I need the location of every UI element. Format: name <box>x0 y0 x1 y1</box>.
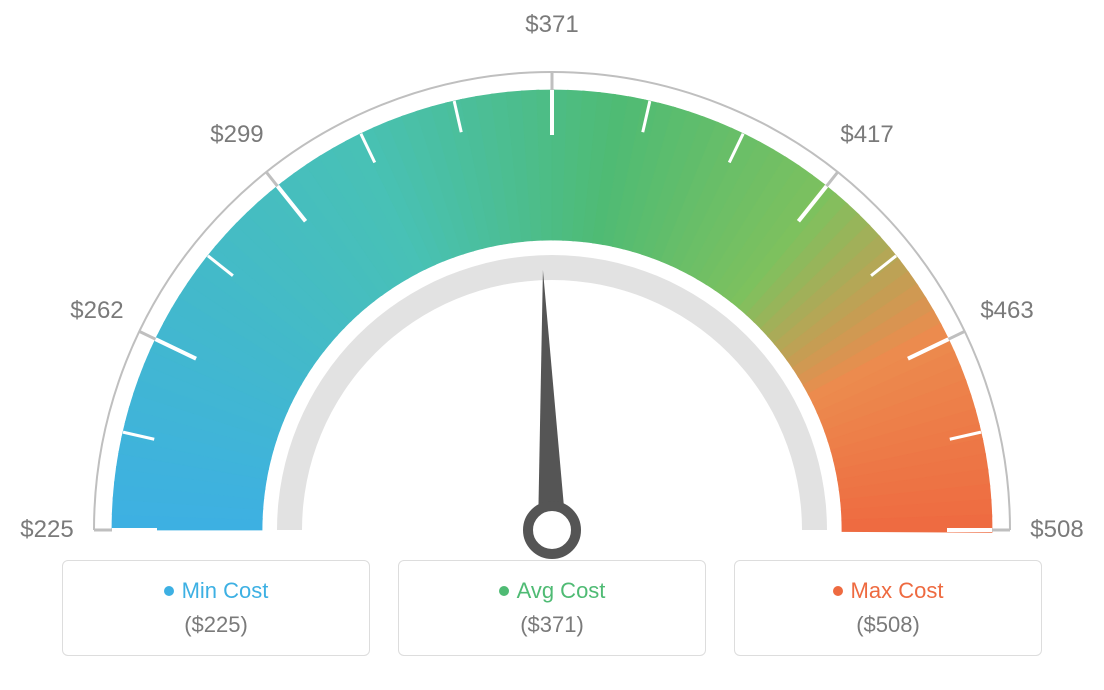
major-tick-out <box>827 172 838 186</box>
gauge-svg <box>0 0 1104 560</box>
legend-value-min: ($225) <box>184 612 248 638</box>
legend-card-min: Min Cost ($225) <box>62 560 370 656</box>
legend-row: Min Cost ($225) Avg Cost ($371) Max Cost… <box>0 560 1104 656</box>
tick-label: $371 <box>525 11 578 39</box>
major-tick-out <box>266 172 277 186</box>
legend-title-min: Min Cost <box>164 578 269 604</box>
legend-dot-max <box>833 586 843 596</box>
legend-card-avg: Avg Cost ($371) <box>398 560 706 656</box>
legend-value-avg: ($371) <box>520 612 584 638</box>
needle <box>538 270 566 530</box>
tick-label: $225 <box>20 516 73 544</box>
tick-label: $508 <box>1030 516 1083 544</box>
tick-label: $299 <box>210 121 263 149</box>
legend-label-min: Min Cost <box>182 578 269 604</box>
major-tick-out <box>948 331 964 339</box>
legend-label-avg: Avg Cost <box>517 578 606 604</box>
gauge-chart: $225 $262 $299 $371 $417 $463 $508 <box>0 0 1104 560</box>
legend-value-max: ($508) <box>856 612 920 638</box>
tick-label: $262 <box>70 297 123 325</box>
major-tick-out <box>139 331 155 339</box>
legend-card-max: Max Cost ($508) <box>734 560 1042 656</box>
tick-label: $417 <box>840 121 893 149</box>
legend-title-avg: Avg Cost <box>499 578 606 604</box>
legend-dot-avg <box>499 586 509 596</box>
legend-label-max: Max Cost <box>851 578 944 604</box>
needle-hub <box>528 506 576 554</box>
legend-title-max: Max Cost <box>833 578 944 604</box>
legend-dot-min <box>164 586 174 596</box>
tick-label: $463 <box>980 297 1033 325</box>
